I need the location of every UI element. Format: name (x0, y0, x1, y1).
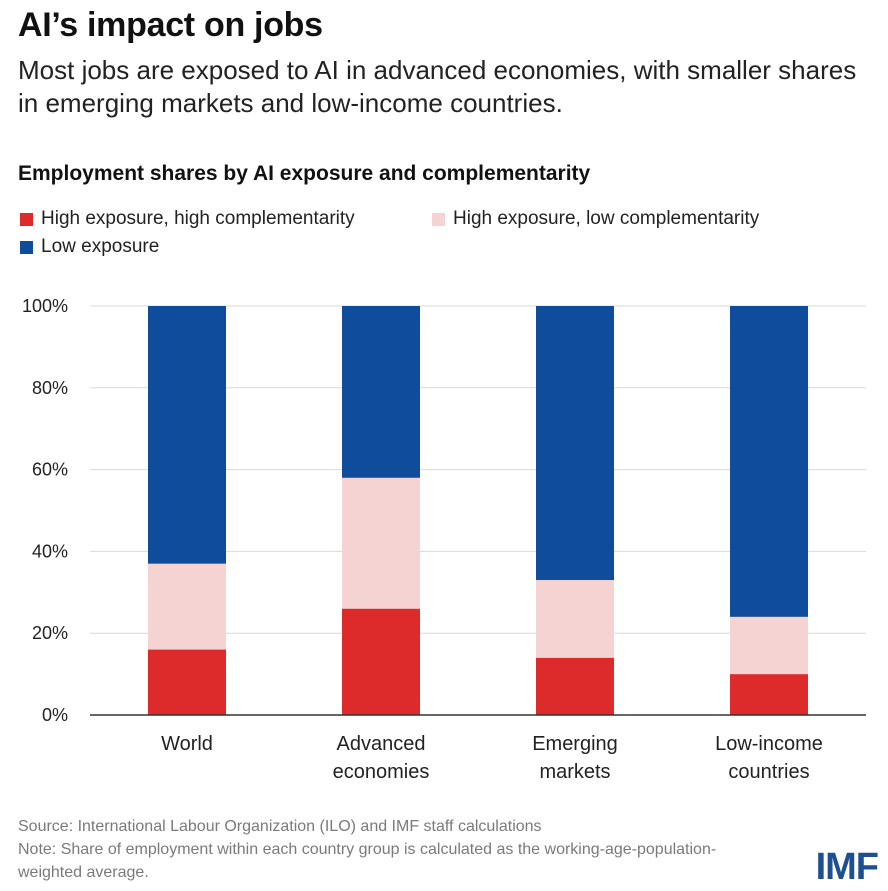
bar-segment-high-exposure-high-complementarity (148, 649, 226, 715)
legend-label: Low exposure (41, 236, 160, 257)
y-tick-label: 100% (22, 296, 68, 316)
stacked-bar-chart: 0% 20% 40% 60% 80% 100% World Advanced economies… (22, 296, 866, 783)
y-tick-label: 60% (32, 460, 68, 480)
legend-label: High exposure, high complementarity (41, 208, 355, 229)
x-tick-label: Advanced (337, 733, 426, 755)
page-title: AI’s impact on jobs (18, 6, 323, 44)
x-tick-label: economies (333, 761, 430, 783)
legend-item-low-exposure: Low exposure (20, 236, 159, 258)
footnote: Note: Share of employment within each co… (18, 841, 717, 881)
legend-item-high-exposure-high-complementarity: High exposure, high complementarity (20, 208, 355, 230)
y-tick-label: 40% (32, 541, 68, 561)
bar-segment-high-exposure-low-complementarity (148, 563, 226, 650)
bar-segment-high-exposure-high-complementarity (342, 608, 420, 715)
chart-title: Employment shares by AI exposure and com… (18, 162, 591, 185)
legend-label: High exposure, low complementarity (453, 208, 760, 229)
bar-segment-low-exposure (342, 306, 420, 478)
page-subtitle: Most jobs are exposed to AI in advanced … (18, 55, 857, 118)
bar-segment-low-exposure (536, 306, 614, 581)
x-tick-label: markets (539, 761, 610, 783)
bar-segment-high-exposure-high-complementarity (730, 674, 808, 715)
x-tick-label: countries (728, 761, 809, 783)
x-tick-label: World (161, 733, 213, 755)
y-tick-label: 80% (32, 378, 68, 398)
bar-segment-high-exposure-low-complementarity (342, 477, 420, 609)
legend-swatch-icon (20, 212, 33, 226)
bar-segment-high-exposure-low-complementarity (536, 580, 614, 658)
bar-segment-high-exposure-low-complementarity (730, 616, 808, 675)
bar-segment-high-exposure-high-complementarity (536, 657, 614, 715)
legend-swatch-icon (20, 240, 33, 254)
legend-swatch-icon (432, 212, 445, 226)
legend-item-high-exposure-low-complementarity: High exposure, low complementarity (432, 208, 759, 230)
imf-logo: IMF (815, 846, 879, 888)
y-tick-label: 0% (42, 705, 68, 725)
y-tick-label: 20% (32, 623, 68, 643)
bar-segment-low-exposure (730, 306, 808, 617)
x-tick-label: Low-income (715, 733, 823, 755)
x-tick-label: Emerging (532, 733, 618, 755)
bar-segment-low-exposure (148, 306, 226, 564)
source-note: Source: International Labour Organizatio… (18, 818, 542, 835)
